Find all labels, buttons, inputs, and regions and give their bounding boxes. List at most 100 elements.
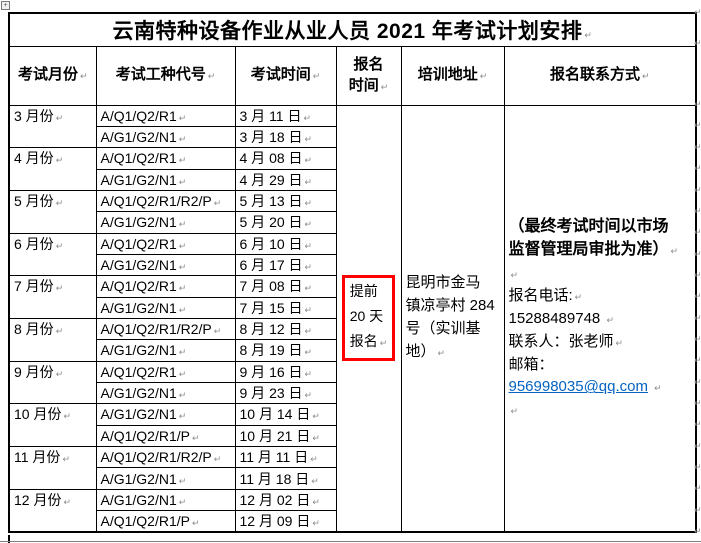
code-cell: A/G1/G2/N1 ↵ [95,211,236,234]
code-cell: A/Q1/Q2/R1 ↵ [95,147,236,170]
blank-line: ↵ [509,263,692,285]
row-end-mark-icon: ↵ [694,120,701,130]
table-row: 3 月份 ↵ A/Q1/Q2/R1 ↵ 3 月 11 日 ↵ 提前 20 天 报名 ↵ … [8,104,697,533]
row-end-mark-icon: ↵ [694,355,701,365]
paragraph-mark-icon: ↵ [213,326,222,337]
paragraph-mark-icon: ↵ [55,325,64,336]
paragraph-mark-icon: ↵ [178,240,187,251]
table-row: A/G1/G2/N1 ↵ 7 月 15 日 ↵ [9,296,696,319]
training-address-line: 号（实训基 [405,320,481,338]
paragraph-mark-icon: ↵ [615,338,624,349]
month-cell: 4 月份 ↵ [8,147,97,191]
paragraph-mark-icon: ↵ [312,432,320,443]
paragraph-mark-icon: ↵ [584,29,593,40]
paragraph-mark-icon: ↵ [304,304,313,315]
table-move-handle[interactable]: + [1,1,10,10]
registration-time-cell: 提前 20 天 报名 ↵ [335,104,402,533]
month-label: 7 月份 [14,278,54,295]
header-code-label: 考试工种代号 [115,66,206,84]
code-cell: A/Q1/Q2/R1 ↵ [95,104,236,127]
exam-date: 8 月 19 日 [239,342,303,359]
exam-code: A/Q1/Q2/R1/R2/P [100,193,212,210]
table-row: A/Q1/Q2/R1/P ↵ 12 月 09 日 ↵ [9,510,696,533]
table-row: A/G1/G2/N1 ↵ 4 月 29 日 ↵ [9,168,696,191]
paragraph-mark-icon: ↵ [380,81,389,92]
paragraph-mark-icon: ↵ [437,348,446,359]
header-contact-label: 报名联系方式 [549,66,640,84]
paragraph-mark-icon: ↵ [178,219,187,230]
exam-code: A/Q1/Q2/R1/P [100,427,190,444]
paragraph-mark-icon: ↵ [311,475,319,486]
paragraph-mark-icon: ↵ [310,454,318,465]
table-row: A/G1/G2/N1 ↵ 3 月 18 日 ↵ [9,125,696,149]
row-end-mark-icon: ↵ [694,185,701,195]
table-row: A/G1/G2/N1 ↵ 11 月 18 日 ↵ [9,467,696,490]
exam-code: A/Q1/Q2/R1 [100,235,177,252]
paragraph-mark-icon: ↵ [178,134,187,145]
paragraph-mark-icon: ↵ [178,283,187,294]
row-end-mark-icon: ↵ [694,483,701,493]
exam-code: A/Q1/Q2/R1 [100,278,177,295]
training-address-line: 镇凉亭村 284 [405,297,495,315]
table-row: A/G1/G2/N1 ↵ 9 月 23 日 ↵ [9,381,696,405]
row-end-mark-icon: ↵ [694,526,701,536]
paragraph-mark-icon: ↵ [191,518,200,529]
row-end-mark-icon: ↵ [694,38,701,48]
phone-label-line: 报名电话: ↵ [508,287,583,305]
date-cell: 6 月 10 日 ↵ [234,232,337,255]
paragraph-mark-icon: ↵ [304,176,313,187]
month-label: 3 月份 [14,107,54,124]
registration-line: 20 天 [349,308,384,325]
table-row: 11 月份 ↵ A/Q1/Q2/R1/R2/P ↵ 11 月 11 日 ↵ [8,445,696,490]
paragraph-mark-icon: ↵ [304,198,313,209]
exam-date: 3 月 18 日 [239,129,303,146]
date-cell: 7 月 08 日 ↵ [234,275,337,298]
code-cell: A/G1/G2/N1 ↵ [95,403,236,426]
date-cell: 5 月 20 日 ↵ [234,211,337,234]
row-end-mark-icon: ↵ [694,441,701,451]
header-month: 考试月份 ↵ [8,45,97,106]
row-end-mark-icon: ↵ [694,249,701,259]
paragraph-mark-icon: ↵ [304,219,313,230]
month-cell: 8 月份 ↵ [8,317,97,362]
month-label: 8 月份 [14,320,54,337]
paragraph-mark-icon: ↵ [304,262,313,273]
highlight-box: 提前 20 天 报名 ↵ [341,275,396,362]
exam-date: 6 月 17 日 [239,257,303,274]
month-cell: 6 月份 ↵ [8,232,97,277]
exam-code: A/G1/G2/N1 [100,342,177,359]
email-label-line: 邮箱： [508,356,554,374]
email-line: 956998035@qq.com ↵ [509,376,692,399]
paragraph-mark-icon: ↵ [178,475,187,486]
paragraph-mark-icon: ↵ [304,326,313,337]
paragraph-mark-icon: ↵ [312,71,321,82]
row-end-mark-icon: ↵ [694,291,701,301]
blank-line: ↵ [509,399,692,421]
paragraph-mark-icon: ↵ [55,240,64,251]
exam-code: A/Q1/Q2/R1 [100,107,177,124]
month-label: 6 月份 [14,235,54,252]
exam-code: A/G1/G2/N1 [100,171,177,188]
exam-date: 5 月 20 日 [239,214,303,231]
email-link[interactable]: 956998035@qq.com [508,378,649,396]
month-cell: 10 月份 ↵ [8,403,97,447]
paragraph-mark-icon: ↵ [213,198,222,209]
training-address-cell: 昆明市金马 镇凉亭村 284 号（实训基 地） ↵ [400,104,505,533]
paragraph-mark-icon: ↵ [178,347,187,358]
exam-code: A/Q1/Q2/R1 [100,150,177,167]
paragraph-mark-icon: ↵ [55,155,64,166]
month-label: 11 月份 [14,449,61,465]
row-end-mark-icon: ↵ [694,377,701,387]
date-cell: 4 月 08 日 ↵ [234,147,337,170]
exam-date: 3 月 11 日 [239,107,302,124]
code-cell: A/G1/G2/N1 ↵ [95,168,236,191]
paragraph-mark-icon: ↵ [304,134,313,145]
paragraph-mark-icon: ↵ [213,454,222,465]
paragraph-mark-icon: ↵ [304,283,313,294]
exam-code: A/G1/G2/N1 [100,214,177,231]
table-row: A/G1/G2/N1 ↵ 5 月 20 日 ↵ [9,211,696,234]
exam-code: A/G1/G2/N1 [100,299,177,316]
exam-date: 11 月 11 日 [239,449,309,466]
exam-code: A/G1/G2/N1 [100,470,177,487]
table-row: 10 月份 ↵ A/G1/G2/N1 ↵ 10 月 14 日 ↵ [8,403,696,447]
